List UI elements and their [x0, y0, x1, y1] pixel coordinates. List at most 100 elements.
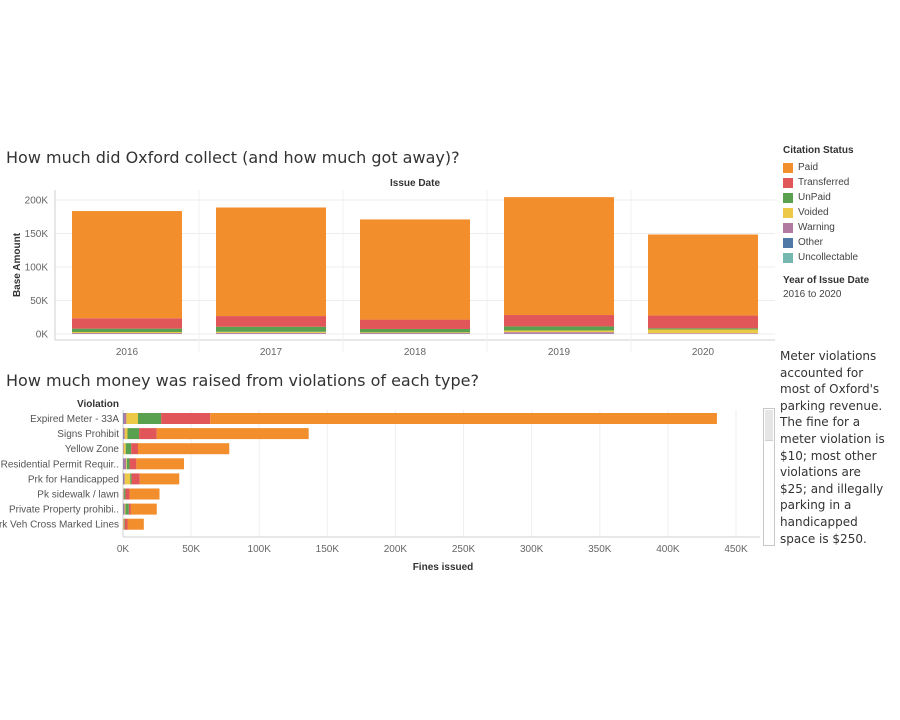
bar-2016-warning [72, 332, 182, 334]
legend-title: Citation Status [783, 145, 854, 156]
year-filter-value[interactable]: 2016 to 2020 [783, 289, 842, 300]
bar-2017-paid [216, 207, 326, 317]
hbar-6-voided [124, 503, 126, 515]
bar-2016-paid [72, 211, 182, 319]
hbar-7-transferred [124, 518, 128, 530]
hbar-4-voided [124, 473, 131, 485]
bar-2020-voided [648, 329, 758, 334]
bar-2019-transferred [504, 315, 614, 327]
hbar-3-unpaid [126, 458, 130, 470]
bar-2018-warning [360, 332, 470, 334]
bar-2017-voided [216, 331, 326, 333]
citation-status-legend: Citation Status Paid Transferred UnPaid Voi… [783, 145, 895, 300]
legend-item-paid[interactable]: Paid [783, 160, 895, 175]
hbar-0-warning [123, 413, 127, 424]
legend-item-transferred[interactable]: Transferred [783, 175, 895, 190]
legend-swatch [783, 177, 793, 188]
chart2-xtick-label: 350K [588, 544, 612, 555]
legend-item-voided[interactable]: Voided [783, 205, 895, 220]
bar-2020-transferred [648, 315, 758, 329]
chart2-xtick-label: 0K [117, 544, 130, 555]
hbar-0-transferred [161, 413, 211, 424]
hbar-5-transferred [125, 488, 130, 500]
chart1-title: How much did Oxford collect (and how muc… [6, 148, 460, 167]
chart2-row-header: Violation [77, 399, 119, 410]
chart2-xtick-label: 250K [452, 544, 476, 555]
legend-item-other[interactable]: Other [783, 235, 895, 250]
hbar-1-voided [124, 428, 128, 440]
bar-2020-unpaid [648, 328, 758, 330]
chart2-xtick-label: 400K [656, 544, 680, 555]
hbar-5-unpaid [124, 488, 126, 500]
legend-item-uncollectable[interactable]: Uncollectable [783, 250, 895, 265]
legend-items: Paid Transferred UnPaid Voided Warning Other U… [783, 160, 895, 265]
chart1-ytick-label: 150K [25, 229, 49, 240]
chart1-xtick-label: 2018 [404, 347, 427, 358]
chart2-xtick-label: 300K [520, 544, 544, 555]
hbar-6-paid [130, 503, 157, 515]
chart1-xtick-label: 2020 [692, 347, 715, 358]
legend-item-unpaid[interactable]: UnPaid [783, 190, 895, 205]
chart2-category-label: Yellow Zone [65, 444, 120, 455]
hbar-2-voided [123, 443, 126, 455]
chart1-ylabel: Base Amount [12, 232, 23, 297]
hbar-3-warning [123, 458, 127, 470]
hbar-1-unpaid [127, 428, 140, 440]
hbar-3-voided [126, 458, 127, 470]
legend-swatch [783, 162, 793, 173]
hbar-1-transferred [139, 428, 157, 440]
hbar-6-transferred [128, 503, 131, 515]
chart2-xtick-label: 50K [182, 544, 200, 555]
year-filter-title: Year of Issue Date [783, 275, 870, 286]
legend-swatch [783, 192, 793, 203]
violation-list-scrollbar[interactable] [763, 408, 775, 546]
bar-2017-transferred [216, 316, 326, 327]
legend-label: UnPaid [798, 192, 831, 203]
bar-2018-voided [360, 332, 470, 333]
chart2-xtick-label: 200K [384, 544, 408, 555]
chart2-category-label: Pk sidewalk / lawn [37, 490, 119, 501]
bar-2018-paid [360, 219, 470, 320]
chart2-xtick-label: 150K [316, 544, 340, 555]
bar-2017-unpaid [216, 326, 326, 332]
chart2-category-label: Signs Prohibit [57, 429, 119, 440]
bar-2019-warning [504, 332, 614, 334]
hbar-4-unpaid [130, 473, 132, 485]
hbar-2-warning [123, 443, 124, 455]
bar-2019-unpaid [504, 326, 614, 331]
chart1-ytick-label: 50K [30, 296, 48, 307]
legend-label: Voided [798, 207, 829, 218]
chart1-xtick-label: 2017 [260, 347, 283, 358]
hbar-3-transferred [129, 458, 137, 470]
chart2-title: How much money was raised from violation… [6, 371, 479, 390]
legend-label: Other [798, 237, 824, 248]
chart1-column-header: Issue Date [390, 178, 440, 189]
hbar-5-warning [123, 488, 124, 500]
bar-2020-warning [648, 333, 758, 334]
chart2-category-label: Expired Meter - 33A [30, 414, 119, 425]
chart2-xlabel: Fines issued [413, 562, 474, 573]
legend-label: Paid [798, 162, 819, 173]
hbar-4-paid [139, 473, 180, 485]
chart2-xtick-label: 100K [248, 544, 272, 555]
chart1-xtick-label: 2019 [548, 347, 571, 358]
hbar-1-paid [156, 428, 309, 440]
chart1-ytick-label: 200K [25, 196, 49, 207]
hbar-3-paid [136, 458, 185, 470]
scrollbar-thumb[interactable] [765, 410, 773, 441]
chart2-category-label: Prk for Handicapped [28, 474, 119, 485]
chart1-xtick-label: 2016 [116, 347, 139, 358]
legend-label: Warning [798, 222, 835, 233]
legend-label: Uncollectable [798, 252, 859, 263]
hbar-0-other [123, 413, 124, 424]
legend-item-warning[interactable]: Warning [783, 220, 895, 235]
hbar-7-unpaid [124, 518, 125, 530]
yearly-bar-chart: Issue Date 0K 50K 100K 150K 200K Base Amount 20… [12, 178, 775, 358]
hbar-2-transferred [131, 443, 138, 455]
chart2-xtick-label: 450K [724, 544, 748, 555]
annotation-note: Meter violations accounted for most of O… [780, 349, 885, 546]
legend-swatch [783, 207, 793, 218]
legend-swatch [783, 222, 793, 233]
legend-label: Transferred [798, 177, 850, 188]
